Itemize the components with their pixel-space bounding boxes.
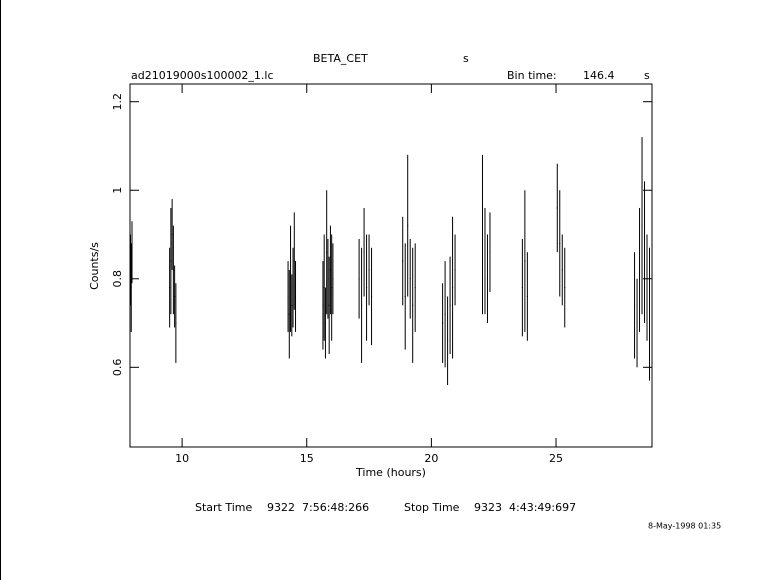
bin-time-unit: s [644, 69, 650, 82]
start-time-label: Start Time [195, 501, 253, 514]
bin-time-label: Bin time: [507, 69, 557, 82]
x-tick-label: 25 [549, 452, 563, 465]
y-tick-label: 1 [111, 187, 124, 194]
chart-title: BETA_CET [313, 52, 368, 65]
title-suffix: s [463, 52, 469, 65]
y-tick-label: 0.8 [111, 270, 124, 288]
y-tick-label: 1.2 [111, 93, 124, 111]
stop-time-label: Stop Time [404, 501, 460, 514]
start-time: 9322 7:56:48:266 [267, 501, 369, 514]
x-axis-label: Time (hours) [355, 466, 426, 479]
subtitle: ad21019000s100002_1.lc [131, 69, 274, 82]
y-axis-label: Counts/s [88, 242, 101, 290]
bin-time: 146.4 [583, 69, 615, 82]
plot-date: 8-May-1998 01:35 [648, 522, 721, 531]
x-tick-label: 10 [175, 452, 189, 465]
stop-time: 9323 4:43:49:697 [474, 501, 576, 514]
x-tick-label: 15 [300, 452, 314, 465]
y-tick-label: 0.6 [111, 359, 124, 377]
x-tick-label: 20 [424, 452, 438, 465]
